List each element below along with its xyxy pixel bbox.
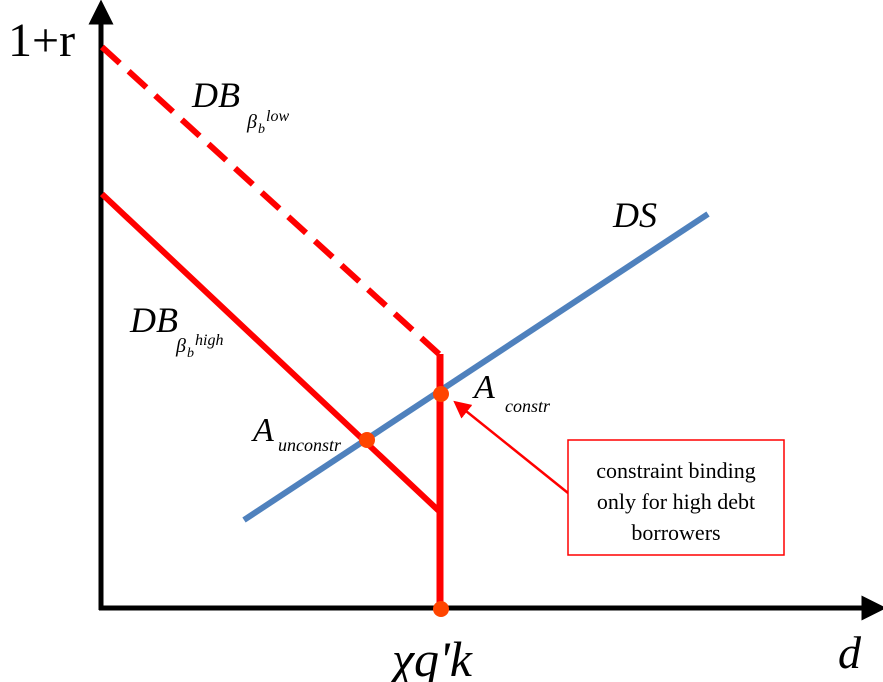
annotation-box [567,439,785,556]
demand-low-label-sup: low [266,108,289,125]
demand-high-label-sub: β [175,335,186,357]
supply-line [242,211,710,523]
point-a-constr [433,386,449,402]
annotation-line-3: borrowers [631,520,720,545]
demand-high-label-base: DB [129,300,178,340]
point-axis [433,601,449,617]
demand-high-label-sup: high [195,332,223,349]
point-a-unconstr-label: A unconstr [251,412,342,455]
y-axis-label-text: 1+r [8,14,75,67]
y-axis-label: 1+r [8,14,75,67]
demand-high-line [99,191,443,515]
x-axis-label: d [838,627,862,678]
demand-low-label-base: DB [191,75,240,115]
demand-low-label-sub: β [246,111,257,133]
demand-high-label-subsub: b [187,346,194,361]
x-tick-label: χq'k [388,631,473,682]
demand-low-line [99,44,443,358]
point-a-unconstr-label-sub: unconstr [278,435,342,455]
point-a-unconstr-label-base: A [251,412,274,449]
demand-low-label: DB β b low [191,75,289,137]
point-a-constr-label-sub: constr [505,396,551,416]
point-a-unconstr [359,432,375,448]
annotation-line-2: only for high debt [597,489,755,514]
supply-label: DS [612,195,657,235]
annotation-line-1: constraint binding [596,458,755,483]
demand-low-label-subsub: b [258,122,265,137]
demand-high-label: DB β b high [129,300,223,361]
point-a-constr-label: A constr [472,369,551,416]
annotation-arrow [453,400,574,498]
point-a-constr-label-base: A [472,369,495,406]
